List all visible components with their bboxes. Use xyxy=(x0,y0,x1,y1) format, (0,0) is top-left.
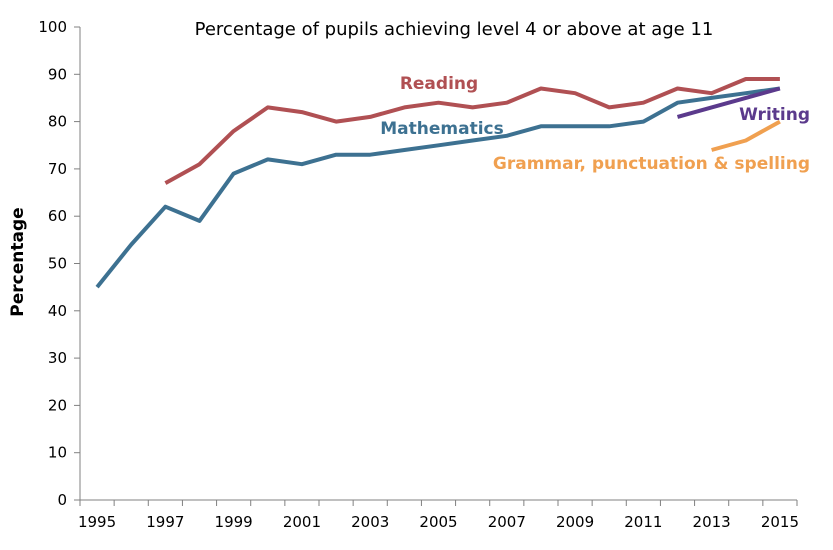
series-line-mathematics xyxy=(95,86,781,289)
series-line-writing xyxy=(676,86,781,119)
series-line-reading xyxy=(164,77,780,185)
chart-title: Percentage of pupils achieving level 4 o… xyxy=(195,19,714,40)
x-tick-label: 2003 xyxy=(351,513,389,531)
y-tick-label: 40 xyxy=(48,302,67,320)
x-tick-label: 2005 xyxy=(419,513,457,531)
x-tick-label: 2007 xyxy=(488,513,526,531)
series-label-mathematics: Mathematics xyxy=(380,119,503,139)
x-tick-label: 1995 xyxy=(78,513,116,531)
x-tick-label: 2011 xyxy=(624,513,662,531)
axes: 0 10 20 30 40 50 60 70 80 90 100 1995 1997 1999 2001 20… xyxy=(38,18,799,531)
series-label-reading: Reading xyxy=(400,74,478,94)
x-tick-label: 2009 xyxy=(556,513,594,531)
x-tick-label: 2015 xyxy=(761,513,799,531)
series-line-grammar-punctuation-spelling xyxy=(711,119,781,152)
y-tick-label: 60 xyxy=(48,207,67,225)
y-tick-label: 70 xyxy=(48,160,67,178)
series-label-writing: Writing xyxy=(739,105,810,125)
y-tick-label: 50 xyxy=(48,255,67,273)
y-tick-label: 0 xyxy=(57,491,67,509)
y-tick-label: 100 xyxy=(38,18,67,36)
x-tick-label: 2013 xyxy=(693,513,731,531)
y-axis-title: Percentage xyxy=(8,207,28,316)
y-tick-label: 80 xyxy=(48,113,67,131)
y-tick-label: 20 xyxy=(48,396,67,414)
y-tick-label: 10 xyxy=(48,444,67,462)
y-tick-label: 30 xyxy=(48,349,67,367)
series-label-grammar-punctuation-spelling: Grammar, punctuation & spelling xyxy=(493,154,810,174)
x-tick-label: 2001 xyxy=(283,513,321,531)
y-tick-label: 90 xyxy=(48,65,67,83)
series-lines xyxy=(95,77,781,289)
x-tick-label: 1997 xyxy=(146,513,184,531)
x-tick-label: 1999 xyxy=(215,513,253,531)
series-labels: Reading Mathematics Writing Grammar, punctu… xyxy=(380,74,810,174)
